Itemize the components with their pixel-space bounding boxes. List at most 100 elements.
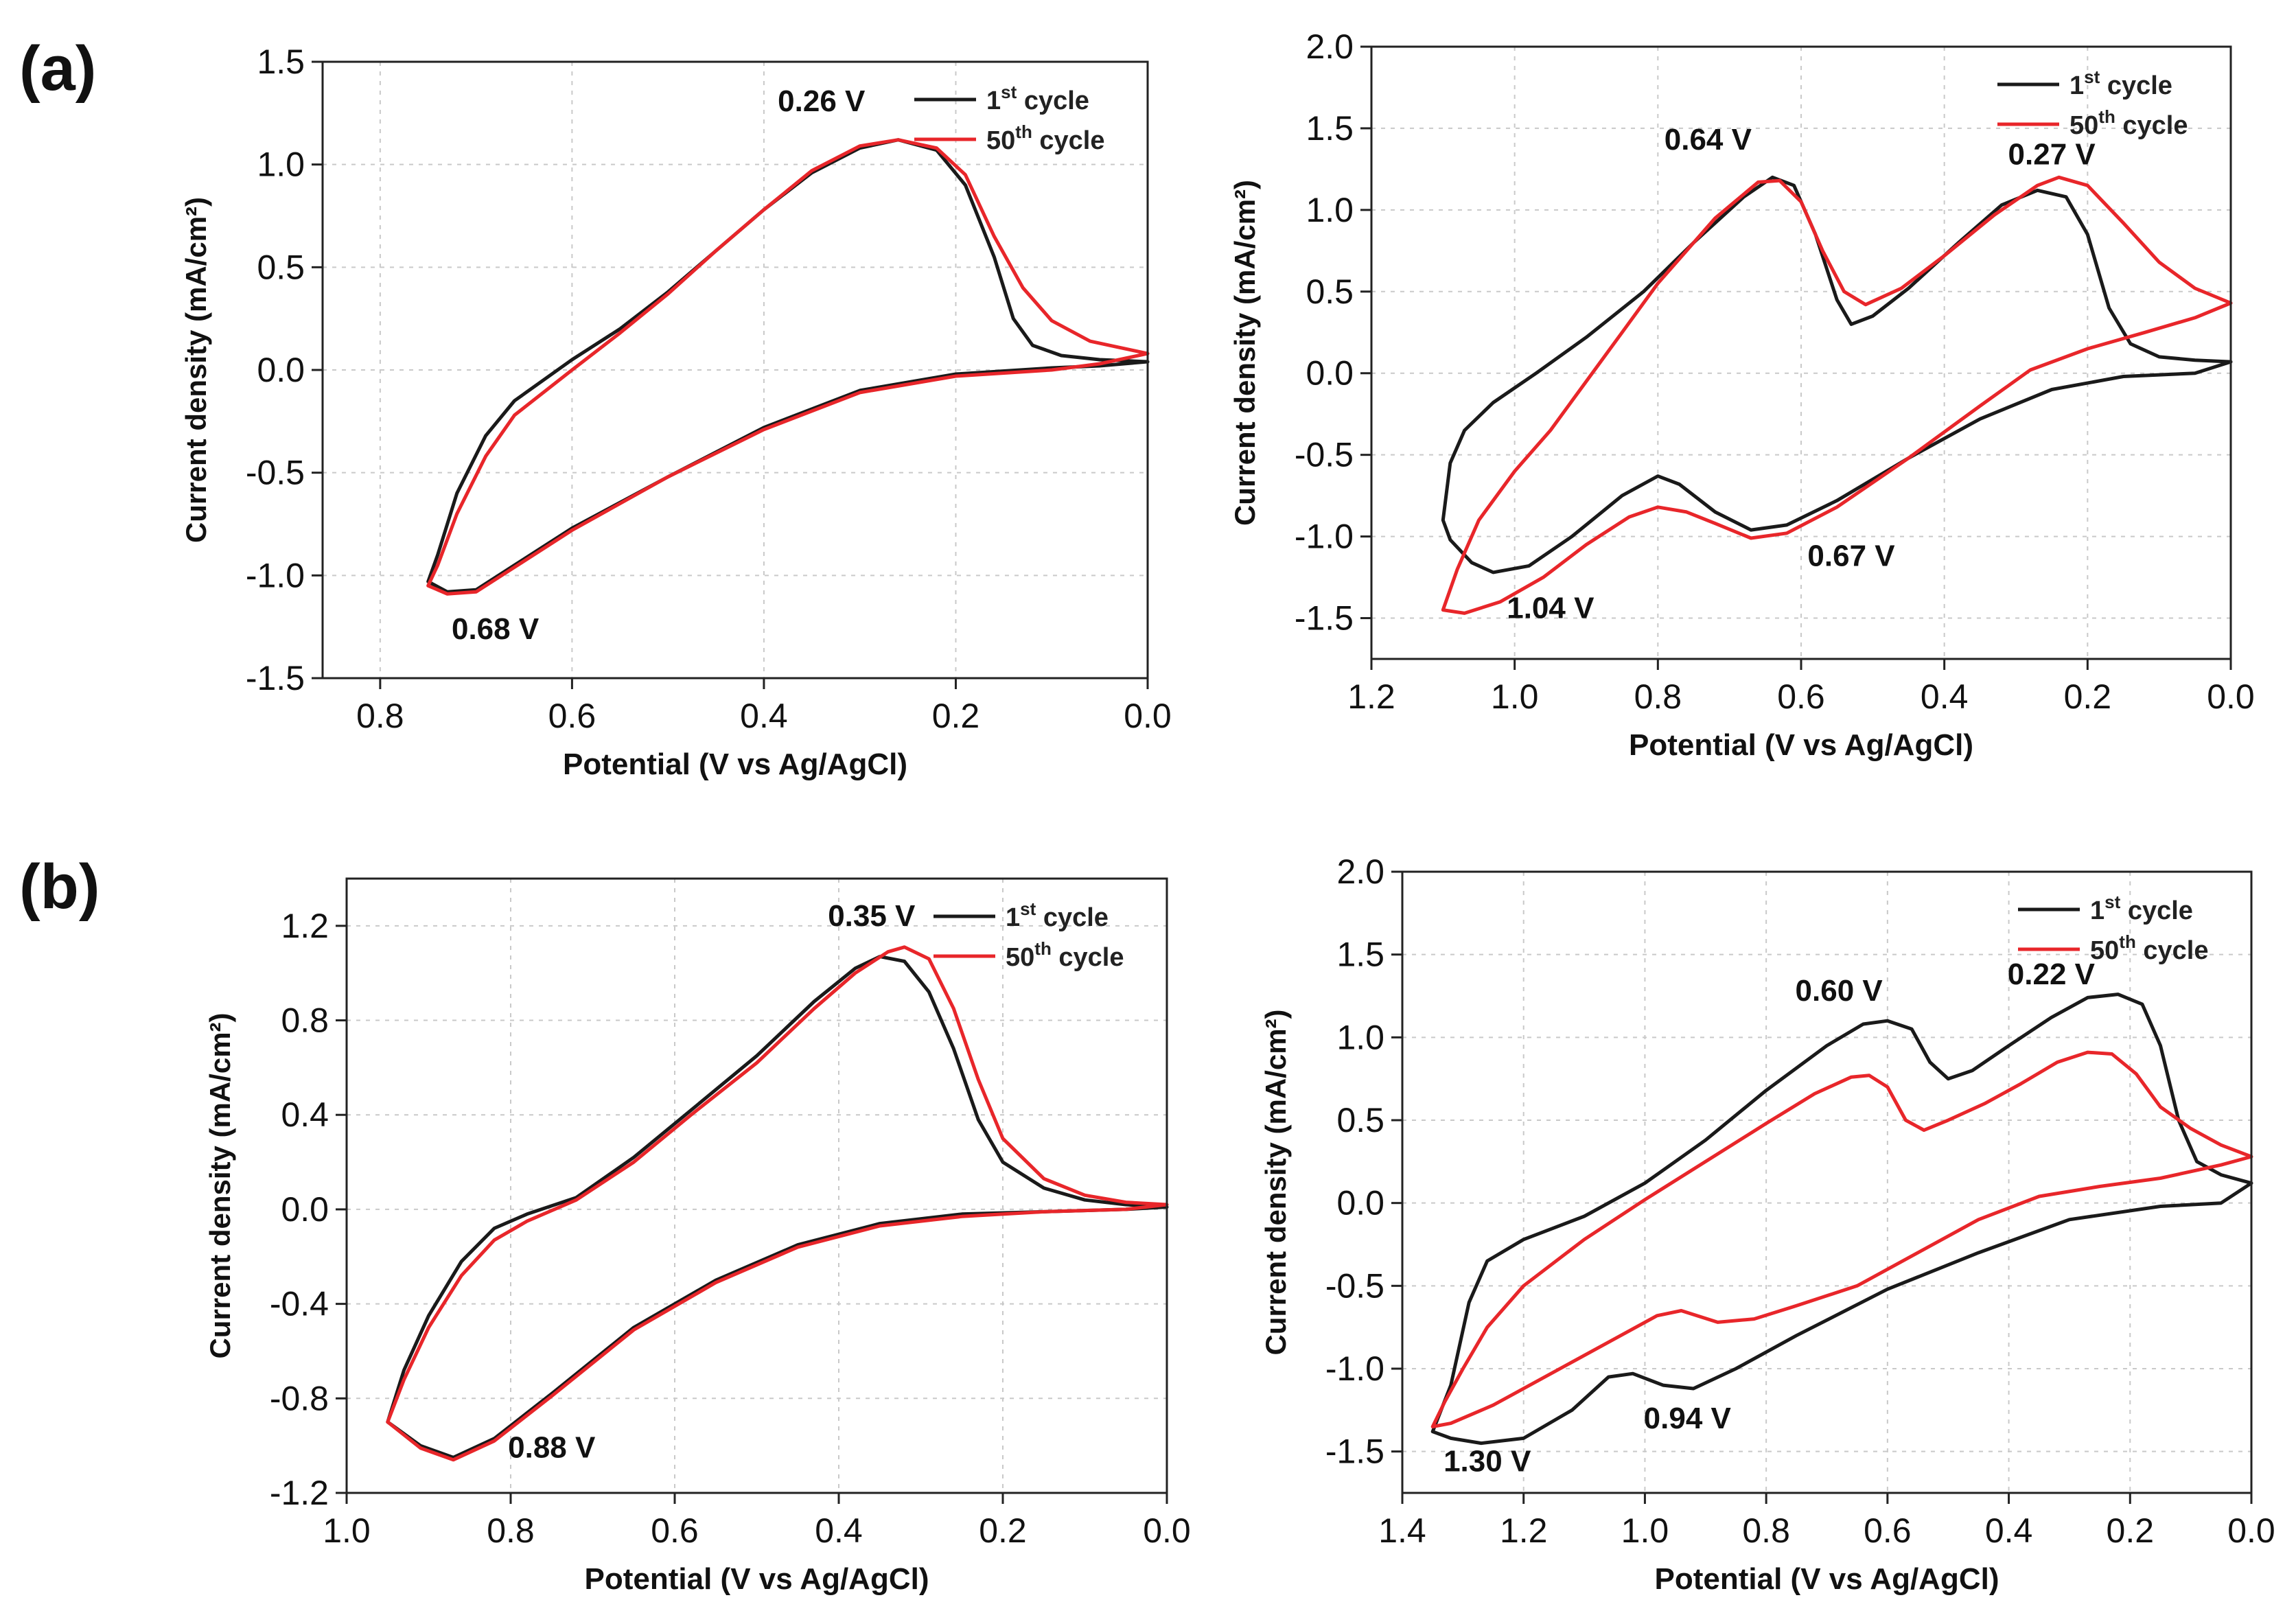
y-axis-label: Current density (mA/cm²) bbox=[1260, 1009, 1292, 1355]
y-tick-label: -1.2 bbox=[270, 1474, 329, 1512]
x-axis-label: Potential (V vs Ag/AgCl) bbox=[585, 1562, 929, 1596]
x-tick-label: 0.2 bbox=[2064, 677, 2112, 716]
chart-3: 1.0 0.8 0.6 0.4 0.2 0.0 1.2 0.8 0.4 0.0 -0.4 -0.8 -1… bbox=[204, 877, 1191, 1596]
legend-label-1: 50th cycle bbox=[2090, 931, 2208, 965]
y-tick-label: 1.5 bbox=[1336, 936, 1384, 974]
x-tick-label: 0.8 bbox=[356, 697, 404, 735]
x-tick-label: 0.8 bbox=[1634, 677, 1682, 716]
chart-2: 1.2 1.0 0.8 0.6 0.4 0.2 0.0 2.0 1.5 1.0 0.5 0.0 -0.5… bbox=[1229, 27, 2255, 762]
y-tick-label: 0.0 bbox=[1306, 354, 1354, 393]
y-tick-label: -0.4 bbox=[270, 1285, 329, 1323]
peak-annotation: 0.67 V bbox=[1807, 539, 1895, 572]
series-first-cycle bbox=[1441, 175, 2233, 575]
peak-annotation: 0.88 V bbox=[508, 1430, 596, 1464]
peak-annotation: 0.35 V bbox=[828, 899, 916, 933]
x-tick-label: 0.2 bbox=[979, 1511, 1027, 1550]
legend-label-1: 50th cycle bbox=[1006, 938, 1124, 972]
peak-annotation: 0.22 V bbox=[2008, 958, 2096, 991]
series-first-cycle bbox=[386, 955, 1169, 1459]
x-tick-label: 0.6 bbox=[1864, 1511, 1912, 1550]
y-tick-label: 0.4 bbox=[281, 1095, 329, 1134]
y-tick-label: -1.0 bbox=[1325, 1349, 1384, 1388]
x-tick-label: 0.0 bbox=[2227, 1511, 2275, 1550]
y-tick-label: 1.5 bbox=[1306, 109, 1354, 148]
y-tick-label: -0.5 bbox=[1325, 1266, 1384, 1305]
y-tick-label: -1.5 bbox=[1325, 1432, 1384, 1471]
peak-annotation: 0.60 V bbox=[1796, 974, 1883, 1008]
y-tick-label: 1.5 bbox=[257, 43, 305, 81]
y-axis-label: Current density (mA/cm²) bbox=[180, 197, 212, 543]
y-tick-label: 1.0 bbox=[1336, 1018, 1384, 1056]
x-axis-label: Potential (V vs Ag/AgCl) bbox=[1629, 728, 1973, 762]
y-tick-label: -0.8 bbox=[270, 1379, 329, 1417]
panel-label-b: (b) bbox=[19, 852, 100, 922]
y-tick-label: 0.0 bbox=[1336, 1184, 1384, 1222]
series-first-cycle bbox=[426, 138, 1150, 594]
y-axis-label: Current density (mA/cm²) bbox=[1229, 180, 1261, 526]
peak-annotation: 0.26 V bbox=[778, 84, 866, 118]
x-tick-label: 1.0 bbox=[323, 1511, 371, 1550]
plot-frame bbox=[345, 877, 1168, 1494]
y-tick-label: -1.0 bbox=[1295, 518, 1354, 556]
y-tick-label: 2.0 bbox=[1306, 27, 1354, 66]
y-tick-label: -1.5 bbox=[1295, 599, 1354, 638]
y-tick-label: -0.5 bbox=[1295, 436, 1354, 474]
x-tick-label: 0.0 bbox=[1143, 1511, 1191, 1550]
x-axis-label: Potential (V vs Ag/AgCl) bbox=[563, 747, 907, 781]
x-tick-label: 0.4 bbox=[815, 1511, 863, 1550]
series-first-cycle bbox=[1430, 993, 2253, 1446]
y-tick-label: 0.5 bbox=[257, 248, 305, 286]
x-tick-label: 0.4 bbox=[740, 697, 788, 735]
chart-1: 0.8 0.6 0.4 0.2 0.0 1.5 1.0 0.5 0.0 -0.5 -1.0 -1.5 P… bbox=[180, 43, 1172, 781]
x-tick-label: 0.6 bbox=[1777, 677, 1825, 716]
legend-label-0: 1st cycle bbox=[2069, 67, 2172, 100]
plot-frame bbox=[1401, 870, 2253, 1494]
x-tick-label: 0.2 bbox=[932, 697, 980, 735]
y-axis-label: Current density (mA/cm²) bbox=[204, 1012, 236, 1358]
y-tick-label: 1.0 bbox=[257, 146, 305, 184]
x-tick-label: 0.0 bbox=[1124, 697, 1172, 735]
y-tick-label: 0.5 bbox=[1306, 272, 1354, 311]
peak-annotation: 1.04 V bbox=[1507, 592, 1595, 625]
peak-annotation: 1.30 V bbox=[1443, 1445, 1531, 1478]
series-fiftieth-cycle bbox=[426, 138, 1150, 596]
x-tick-label: 1.0 bbox=[1491, 677, 1539, 716]
panel-label-a: (a) bbox=[19, 34, 97, 104]
legend-label-0: 1st cycle bbox=[986, 82, 1089, 115]
x-tick-label: 1.0 bbox=[1621, 1511, 1669, 1550]
x-tick-label: 1.2 bbox=[1347, 677, 1395, 716]
x-tick-label: 1.2 bbox=[1500, 1511, 1548, 1550]
peak-annotation: 0.64 V bbox=[1665, 123, 1752, 156]
series-fiftieth-cycle bbox=[386, 945, 1169, 1462]
legend-label-1: 50th cycle bbox=[2069, 106, 2188, 140]
legend-label-1: 50th cycle bbox=[986, 121, 1104, 155]
x-tick-label: 0.8 bbox=[487, 1511, 535, 1550]
y-tick-label: 1.0 bbox=[1306, 191, 1354, 229]
legend-label-0: 1st cycle bbox=[1006, 898, 1109, 932]
x-tick-label: 1.4 bbox=[1378, 1511, 1426, 1550]
chart-4: 1.4 1.2 1.0 0.8 0.6 0.4 0.2 0.0 2.0 1.5 1.0 0.5 0.0 -… bbox=[1260, 852, 2275, 1596]
series-fiftieth-cycle bbox=[1430, 1050, 2253, 1428]
x-tick-label: 0.8 bbox=[1742, 1511, 1790, 1550]
y-tick-label: -0.5 bbox=[246, 454, 305, 492]
y-tick-label: 0.5 bbox=[1336, 1101, 1384, 1139]
y-tick-label: -1.5 bbox=[246, 659, 305, 697]
peak-annotation: 0.27 V bbox=[2008, 137, 2096, 171]
x-tick-label: 0.6 bbox=[548, 697, 596, 735]
x-tick-label: 0.4 bbox=[1921, 677, 1969, 716]
x-tick-label: 0.6 bbox=[651, 1511, 699, 1550]
y-tick-label: 0.8 bbox=[281, 1001, 329, 1040]
y-tick-label: 0.0 bbox=[257, 351, 305, 389]
x-tick-label: 0.4 bbox=[1985, 1511, 2033, 1550]
peak-annotation: 0.68 V bbox=[452, 612, 540, 646]
legend-label-0: 1st cycle bbox=[2090, 892, 2193, 925]
series-fiftieth-cycle bbox=[1441, 175, 2233, 615]
x-tick-label: 0.0 bbox=[2207, 677, 2255, 716]
y-tick-label: 2.0 bbox=[1336, 852, 1384, 891]
x-tick-label: 0.2 bbox=[2107, 1511, 2155, 1550]
peak-annotation: 0.94 V bbox=[1644, 1402, 1732, 1435]
y-tick-label: 0.0 bbox=[281, 1190, 329, 1229]
y-tick-label: -1.0 bbox=[246, 556, 305, 594]
